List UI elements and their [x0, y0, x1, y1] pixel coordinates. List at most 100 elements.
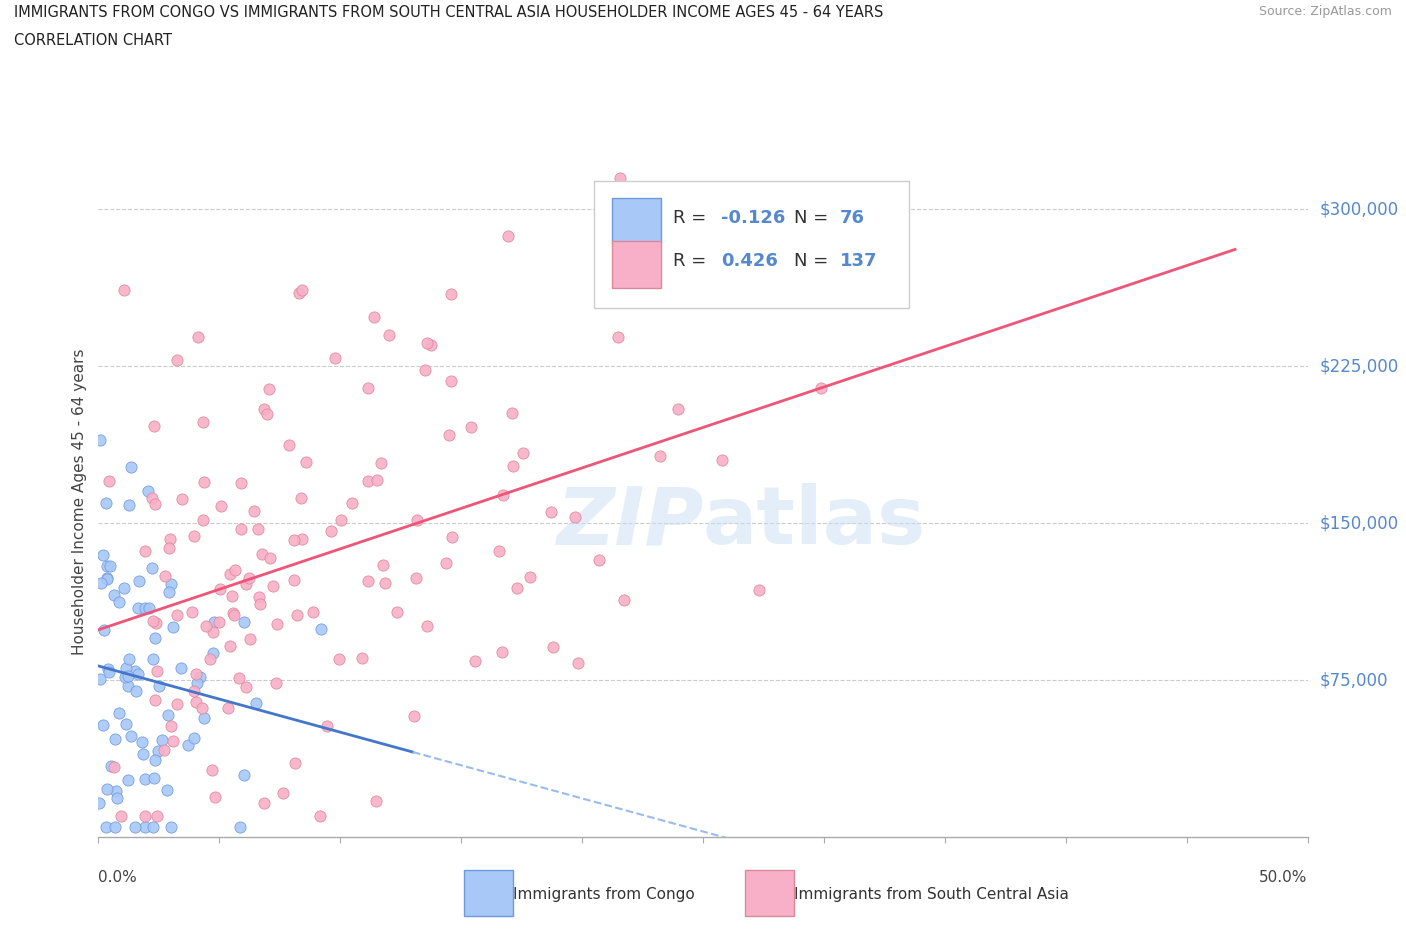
Point: [142, 418, 165, 433]
Point: [128, 574, 150, 589]
Point: [378, 327, 401, 342]
Text: 0.0%: 0.0%: [98, 870, 138, 885]
Point: [301, 604, 323, 619]
Text: 0.426: 0.426: [721, 252, 778, 270]
Point: [98, 664, 121, 679]
Point: [710, 452, 733, 467]
Point: [97, 473, 120, 488]
Text: Immigrants from Congo: Immigrants from Congo: [513, 887, 695, 902]
Point: [238, 571, 260, 586]
Point: [159, 576, 181, 591]
Point: [145, 631, 167, 645]
Point: [253, 402, 276, 417]
Point: [114, 670, 136, 684]
Point: [232, 767, 254, 782]
FancyBboxPatch shape: [595, 180, 908, 308]
Point: [273, 785, 295, 800]
Point: [134, 809, 156, 824]
Point: [588, 552, 610, 567]
Point: [406, 512, 429, 527]
Point: [648, 448, 671, 463]
Point: [193, 711, 215, 725]
Point: [145, 616, 167, 631]
Point: [502, 458, 524, 473]
Point: [142, 819, 165, 834]
Point: [143, 497, 166, 512]
Point: [810, 380, 832, 395]
Point: [256, 406, 278, 421]
Point: [177, 737, 200, 752]
Point: [295, 455, 318, 470]
Point: [224, 607, 246, 622]
Point: [363, 310, 385, 325]
Point: [666, 402, 689, 417]
Point: [90, 576, 112, 591]
Point: [243, 504, 266, 519]
Point: [160, 719, 183, 734]
Text: N =: N =: [793, 252, 834, 270]
Point: [159, 532, 181, 547]
Point: [366, 472, 388, 487]
Text: ZIP: ZIP: [555, 484, 703, 562]
Point: [405, 570, 427, 585]
Point: [93, 623, 115, 638]
Point: [180, 604, 202, 619]
Point: [183, 730, 205, 745]
Text: IMMIGRANTS FROM CONGO VS IMMIGRANTS FROM SOUTH CENTRAL ASIA HOUSEHOLDER INCOME A: IMMIGRANTS FROM CONGO VS IMMIGRANTS FROM…: [14, 5, 883, 20]
Point: [309, 809, 332, 824]
Point: [169, 660, 191, 675]
Point: [96, 781, 118, 796]
Point: [221, 589, 243, 604]
Point: [96, 496, 118, 511]
Point: [208, 614, 231, 629]
Point: [162, 620, 184, 635]
Point: [120, 459, 142, 474]
Point: [319, 524, 342, 538]
Point: [277, 437, 299, 452]
Point: [108, 594, 131, 609]
Point: [464, 654, 486, 669]
Point: [145, 663, 167, 678]
Point: [117, 651, 139, 666]
Point: [103, 760, 125, 775]
Point: [166, 697, 188, 711]
Text: Source: ZipAtlas.com: Source: ZipAtlas.com: [1258, 5, 1392, 18]
Point: [238, 631, 260, 646]
Point: [132, 747, 155, 762]
Point: [202, 615, 225, 630]
Y-axis label: Householder Income Ages 45 - 64 years: Householder Income Ages 45 - 64 years: [72, 349, 87, 656]
Point: [204, 790, 226, 804]
Point: [100, 758, 122, 773]
Point: [290, 490, 312, 505]
Point: [96, 572, 118, 587]
Point: [309, 622, 332, 637]
Point: [316, 718, 339, 733]
Point: [460, 419, 482, 434]
Point: [97, 662, 120, 677]
Point: [142, 652, 165, 667]
Point: [202, 625, 225, 640]
Point: [134, 771, 156, 786]
Point: [110, 809, 132, 824]
Point: [506, 580, 529, 595]
Text: $225,000: $225,000: [1320, 357, 1399, 375]
Point: [143, 771, 166, 786]
Text: N =: N =: [793, 208, 834, 227]
Point: [253, 795, 276, 810]
Point: [155, 569, 177, 584]
Point: [89, 671, 111, 686]
Point: [136, 484, 159, 498]
Point: [166, 607, 188, 622]
Point: [440, 286, 463, 301]
Point: [145, 809, 167, 824]
Point: [127, 600, 149, 615]
Point: [235, 680, 257, 695]
Point: [357, 574, 380, 589]
Point: [512, 445, 534, 460]
Text: R =: R =: [672, 252, 711, 270]
Point: [415, 335, 437, 350]
Point: [91, 717, 114, 732]
Point: [191, 415, 214, 430]
Point: [117, 669, 139, 684]
Point: [127, 667, 149, 682]
